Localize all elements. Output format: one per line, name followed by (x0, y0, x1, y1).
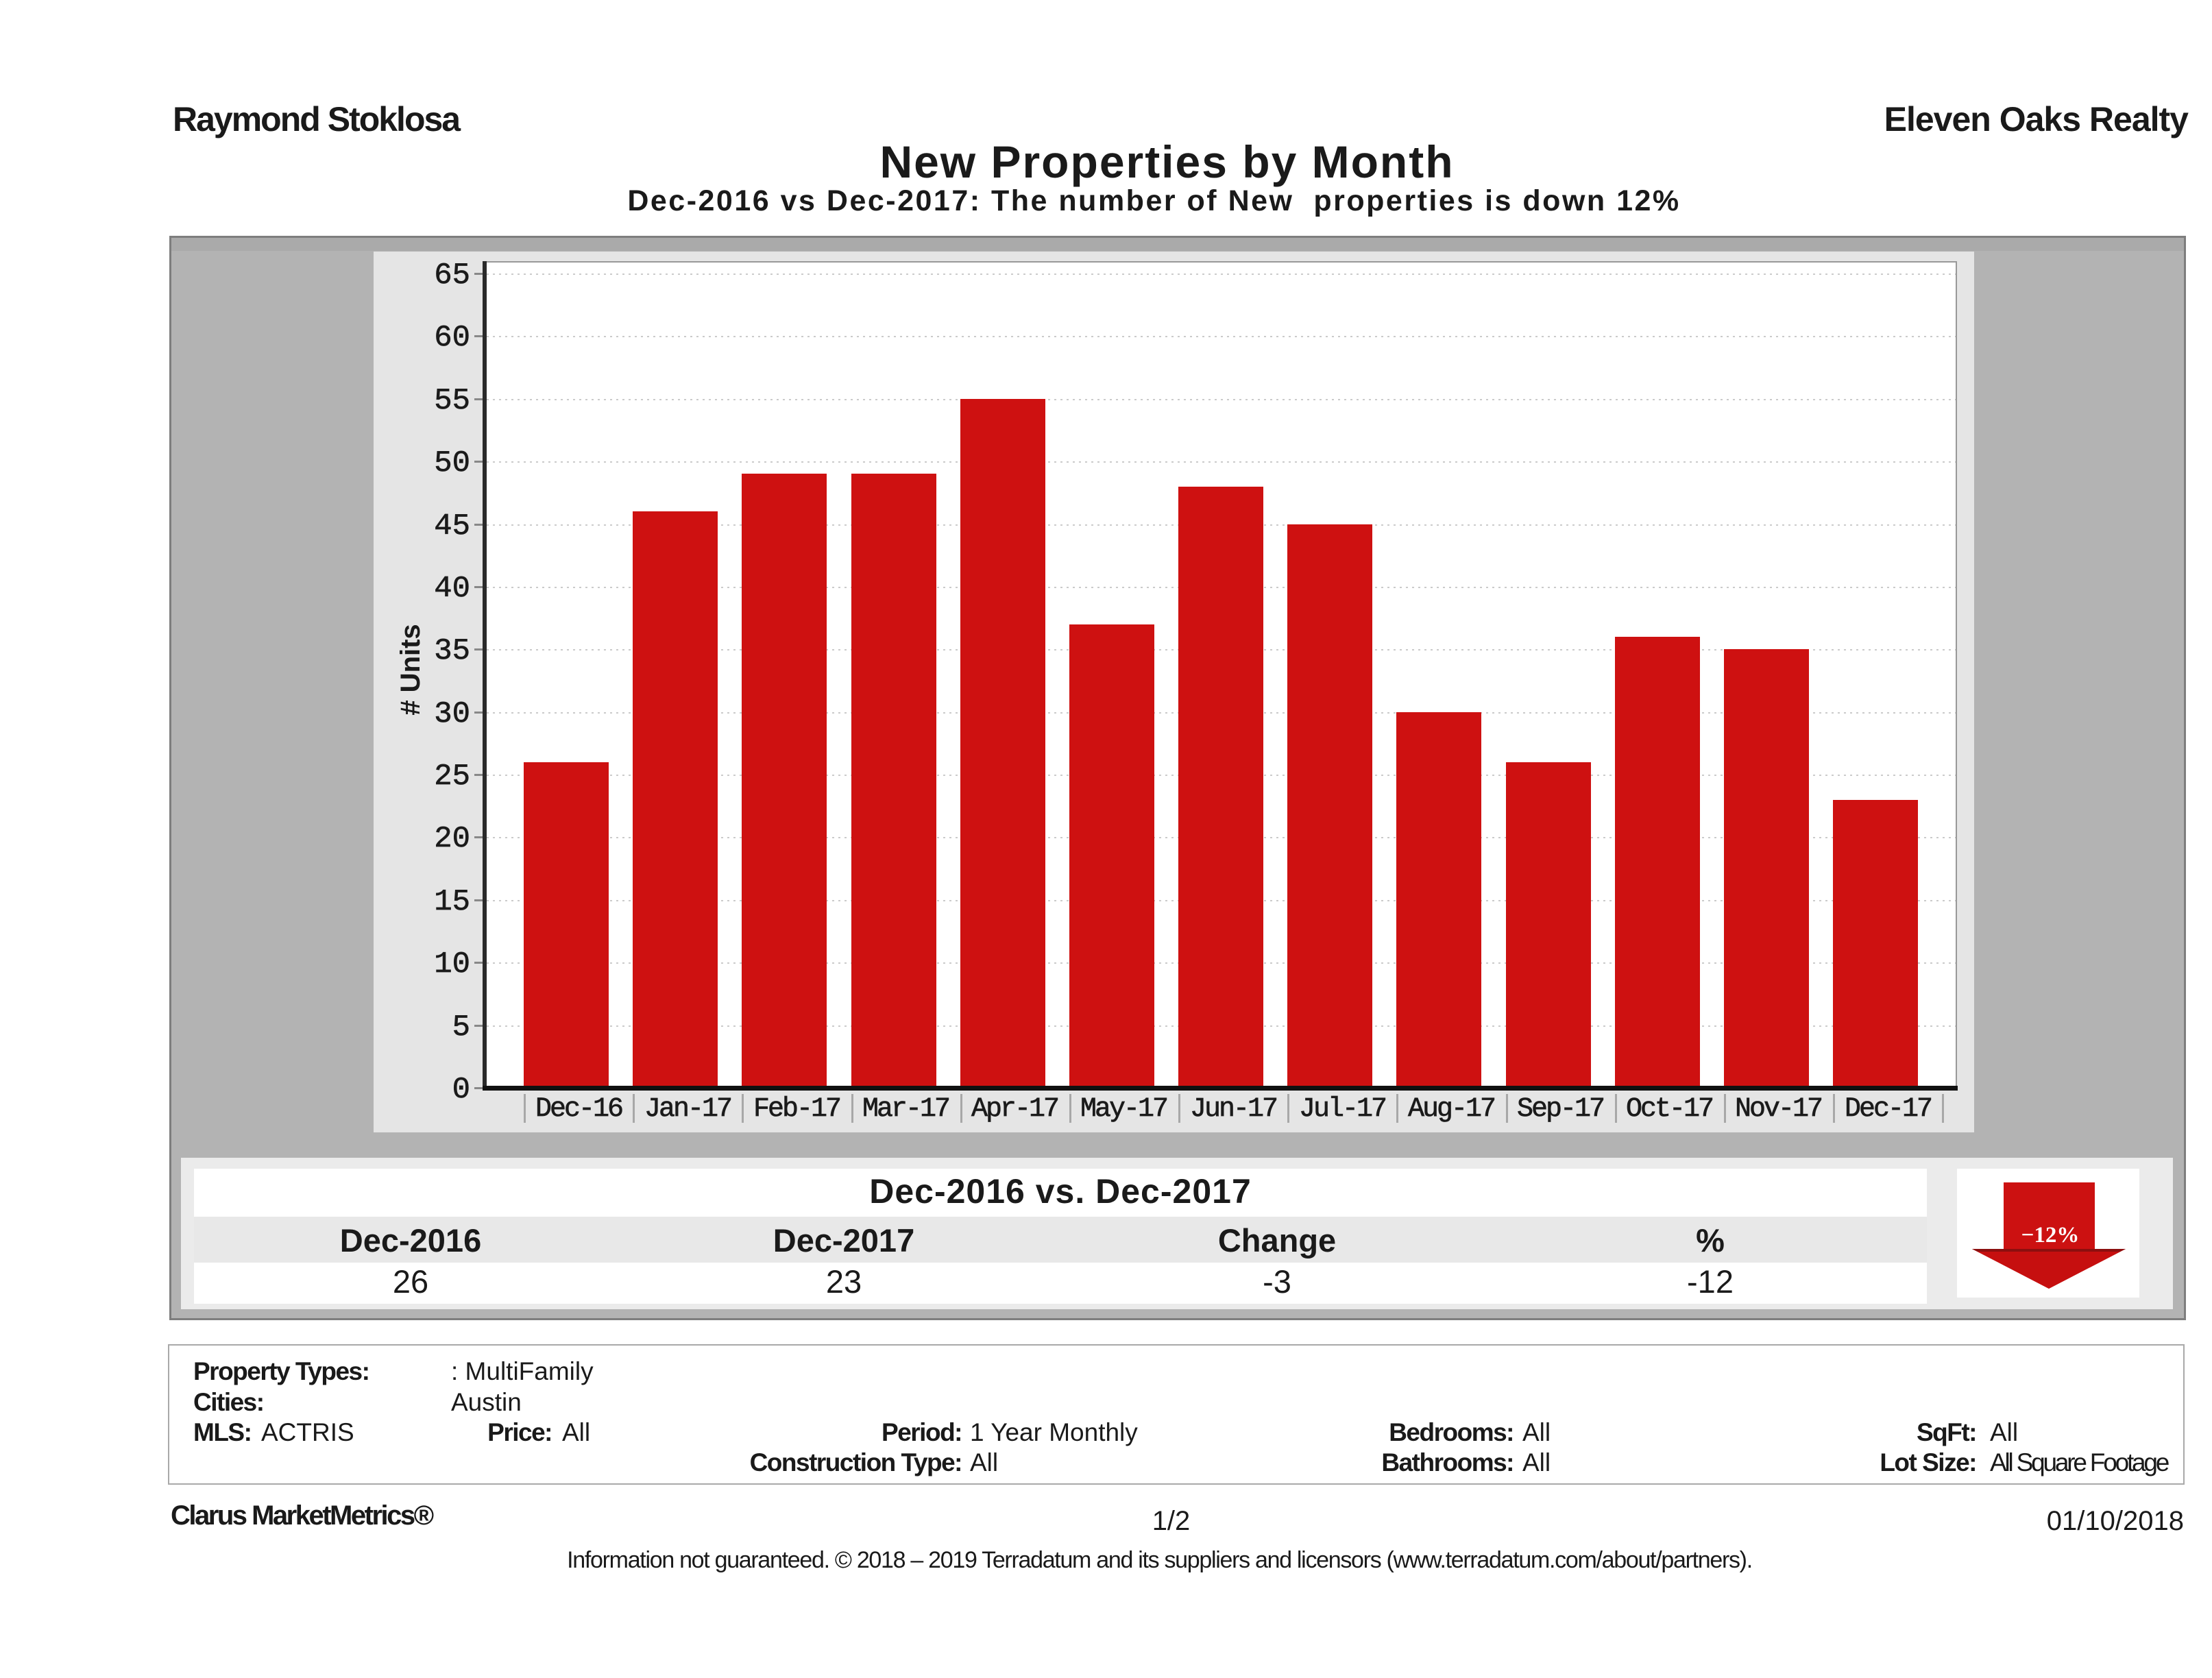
svg-text:−12%: −12% (2021, 1223, 2080, 1248)
